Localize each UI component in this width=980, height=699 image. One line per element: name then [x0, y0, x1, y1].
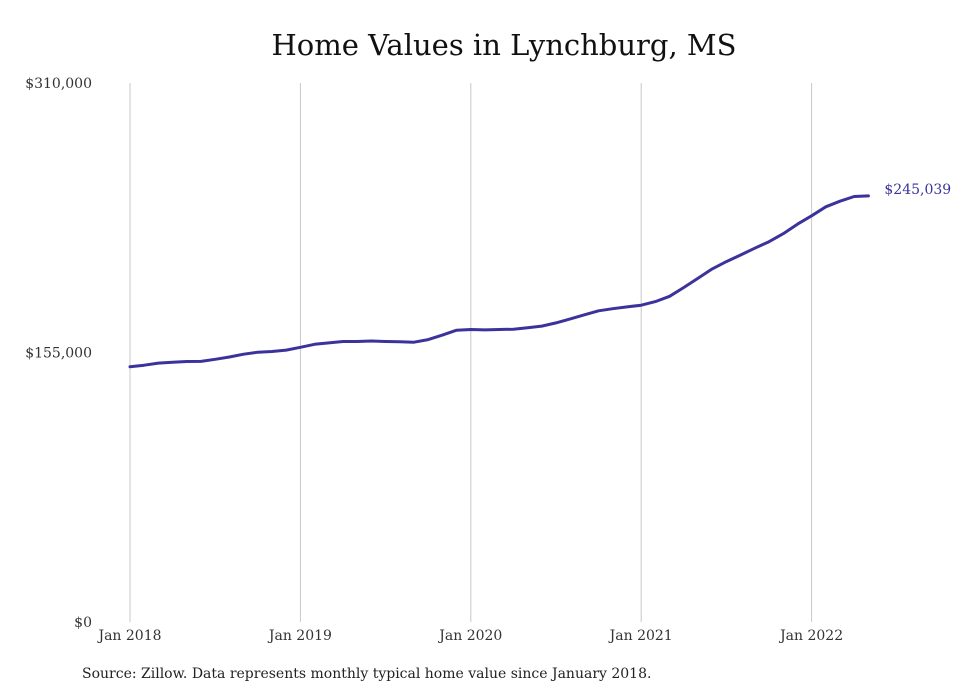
line-chart: $0$155,000$310,000 Jan 2018 Jan 2019 Jan 2…	[25, 76, 951, 644]
y-tick-label: $155,000	[25, 346, 92, 362]
source-note: Source: Zillow. Data represents monthly …	[82, 666, 652, 682]
x-tick-label: Jan 2019	[267, 628, 332, 644]
x-tick-label: Jan 2018	[96, 628, 161, 644]
series-line	[128, 194, 870, 369]
y-tick-label: $310,000	[25, 76, 92, 92]
grid-lines	[129, 83, 813, 622]
x-tick-label: Jan 2022	[778, 628, 843, 644]
x-tick-label: Jan 2021	[608, 628, 673, 644]
y-axis-ticks: $0 $155,000 $310,000	[25, 76, 92, 631]
end-value-label: $245,039	[884, 182, 951, 198]
chart-title: Home Values in Lynchburg, MS	[271, 28, 737, 62]
data-labels: $245,039	[884, 182, 951, 198]
x-tick-label: Jan 2020	[437, 628, 502, 644]
x-axis-ticks: Jan 2018 Jan 2019 Jan 2020 Jan 2021 Jan 2022	[96, 628, 843, 644]
series-lines	[128, 194, 870, 369]
y-tick-label: $0	[74, 615, 92, 631]
